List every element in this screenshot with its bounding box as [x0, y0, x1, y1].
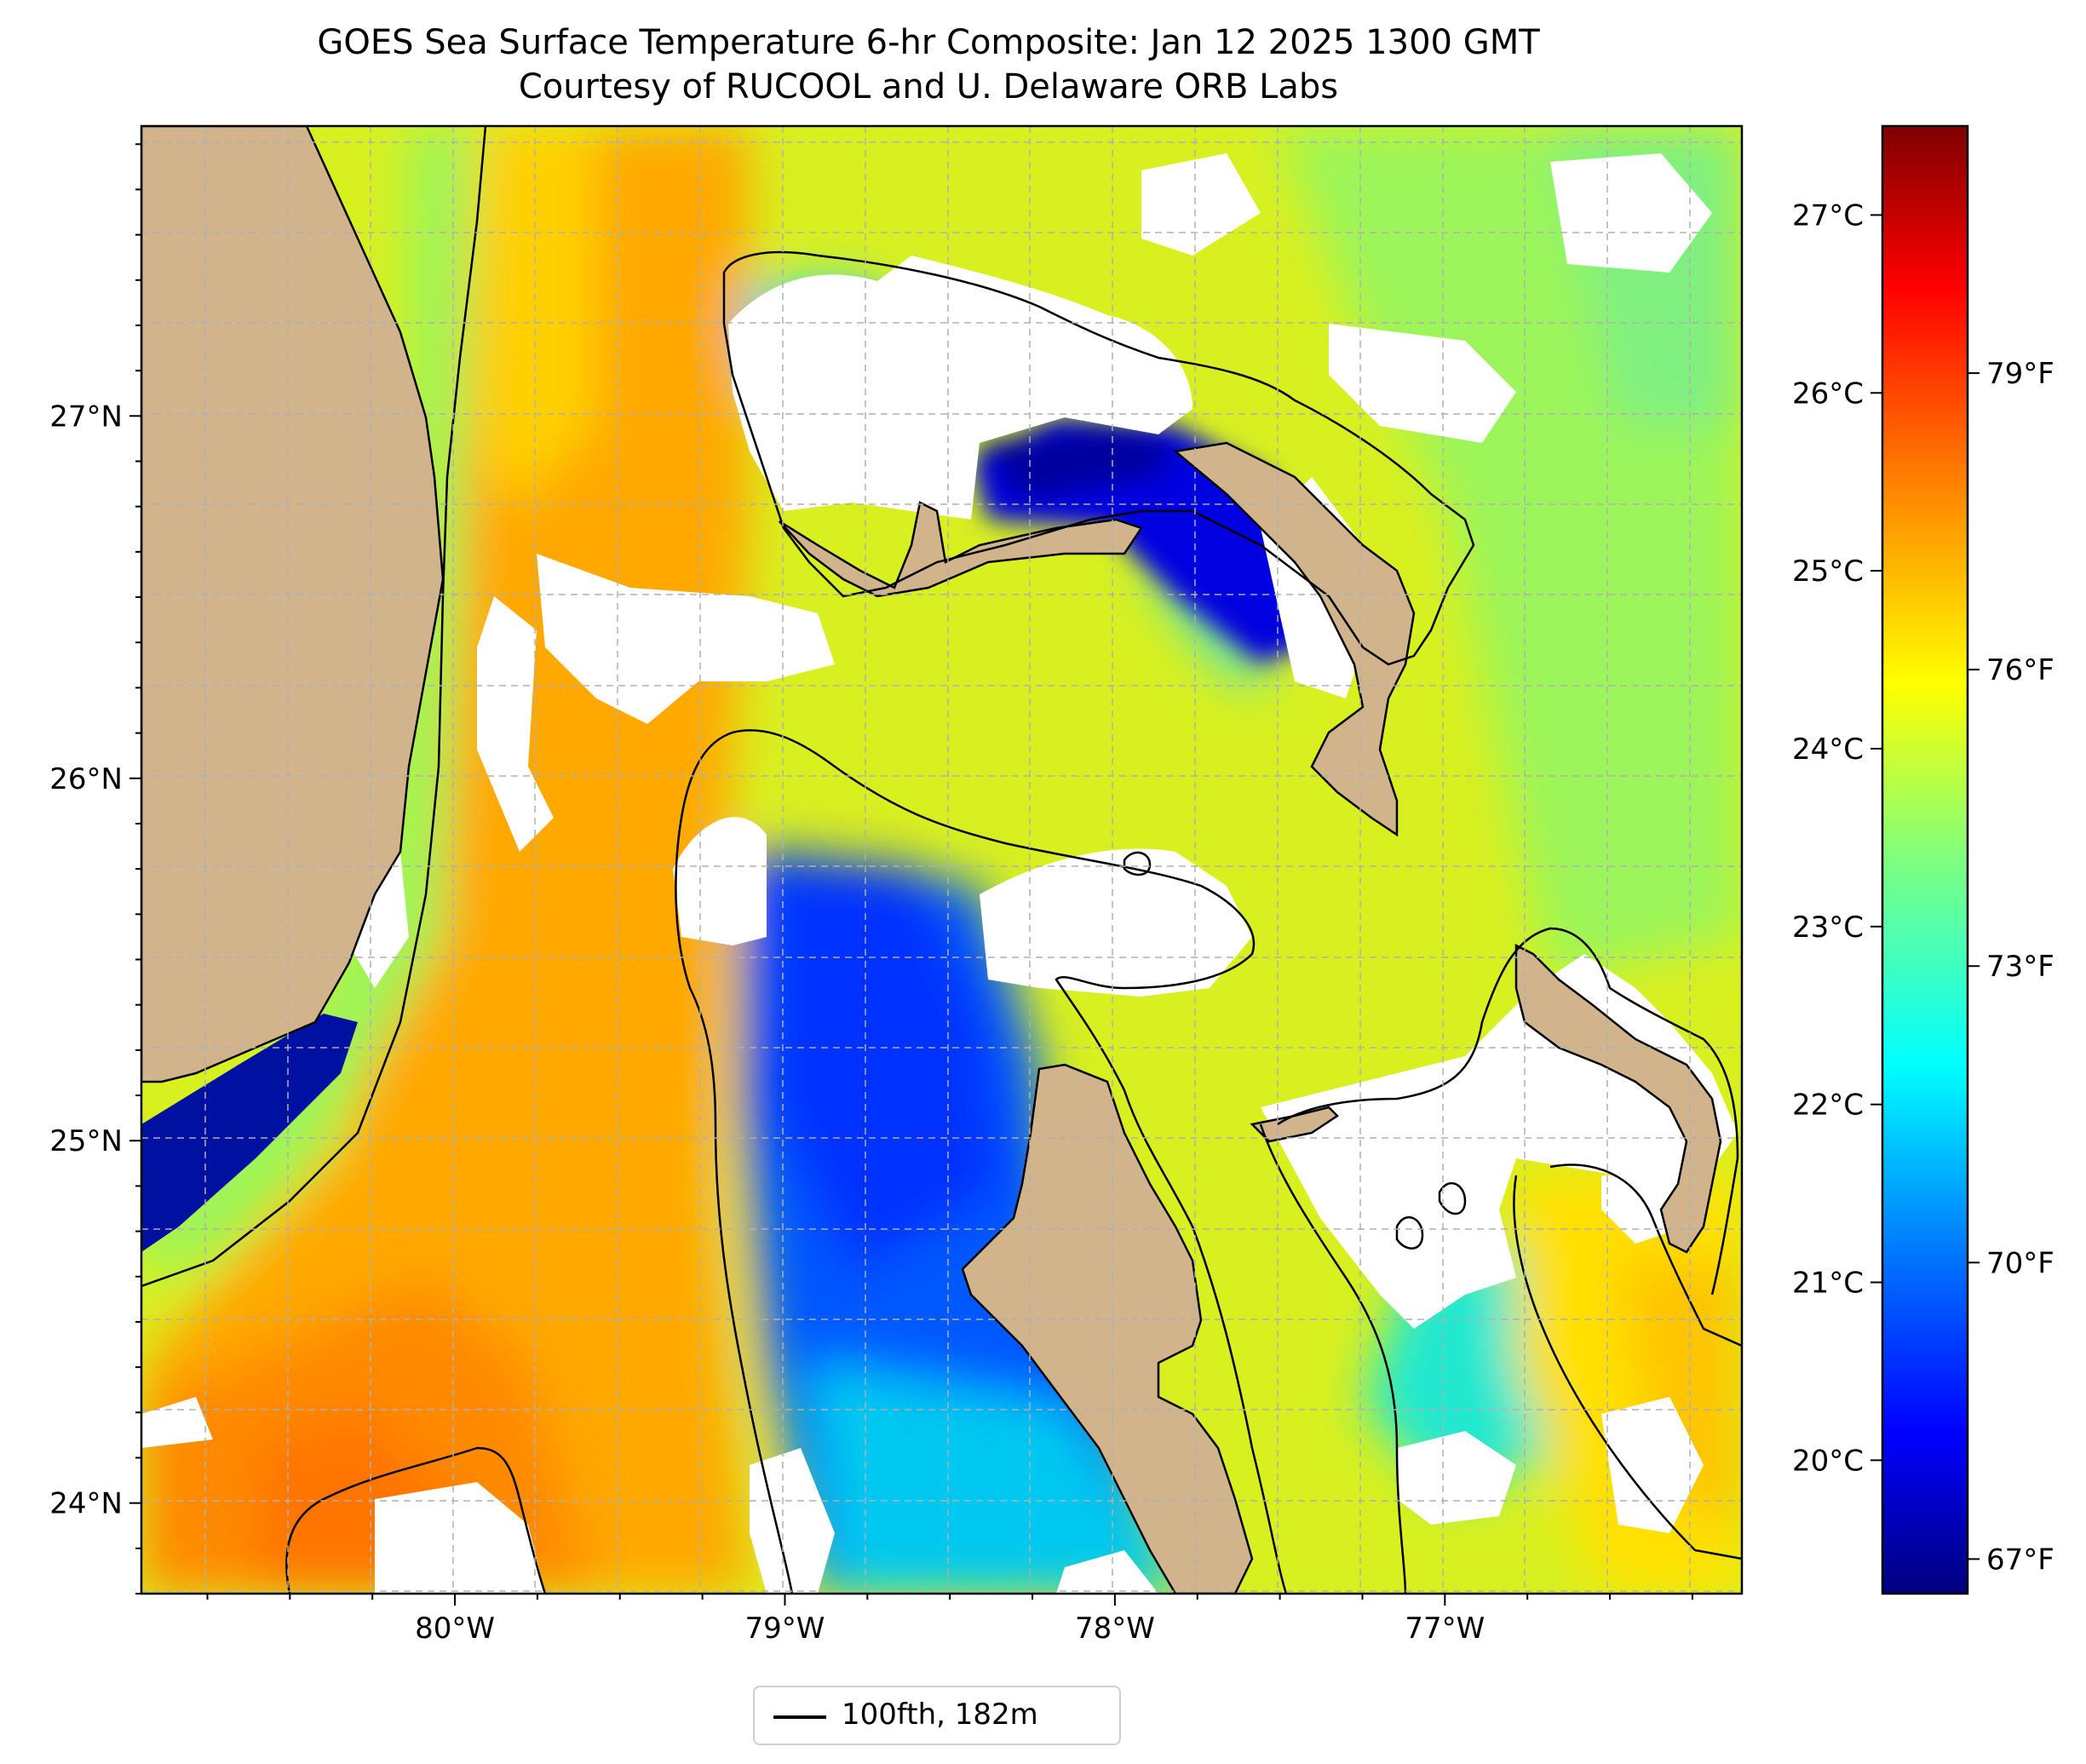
celsius-tick-label: 24°C — [1792, 733, 1864, 767]
legend: 100fth, 182m — [753, 1686, 1121, 1745]
legend-contour-swatch — [773, 1715, 826, 1719]
figure-title-line1: GOES Sea Surface Temperature 6-hr Compos… — [317, 23, 1540, 62]
lat-tick-label: 24°N — [49, 1487, 123, 1521]
land — [141, 126, 1722, 1594]
colorbar — [1881, 124, 1969, 1595]
isobath-100fth — [141, 126, 1742, 1594]
fahrenheit-tick-label: 67°F — [1986, 1543, 2054, 1577]
lat-tick-label: 27°N — [49, 399, 123, 434]
lat-tick-label: 26°N — [49, 762, 123, 796]
legend-label: 100fth, 182m — [842, 1698, 1038, 1732]
florida-land — [141, 126, 445, 1083]
celsius-tick-label: 22°C — [1792, 1089, 1864, 1123]
celsius-tick-label: 27°C — [1792, 198, 1864, 233]
map-frame — [140, 124, 1744, 1595]
gridlines — [141, 126, 1742, 1594]
andros-land — [961, 1063, 1254, 1594]
celsius-tick-label: 25°C — [1792, 554, 1864, 589]
fahrenheit-tick-label: 79°F — [1986, 357, 2054, 391]
lat-tick-label: 25°N — [49, 1124, 123, 1158]
figure-title-line2: Courtesy of RUCOOL and U. Delaware ORB L… — [518, 67, 1339, 106]
celsius-tick-label: 20°C — [1792, 1444, 1864, 1478]
colorbar-labels: 20°C 21°C 22°C 23°C 24°C 25°C 26°C 27°C 67°F 70°F… — [1792, 198, 2054, 1577]
celsius-tick-label: 23°C — [1792, 911, 1864, 945]
sst-map — [141, 126, 1742, 1594]
lon-tick-label: 77°W — [1405, 1612, 1485, 1646]
map-axis-labels: 80°W 79°W 78°W 77°W 24°N 25°N 26°N 27°N — [49, 399, 1485, 1646]
eleuthera-land — [1514, 943, 1722, 1254]
cold-coastal-strip — [141, 1014, 358, 1252]
fahrenheit-tick-label: 73°F — [1986, 950, 2054, 984]
map-axis-ticks — [129, 143, 1693, 1606]
celsius-tick-label: 21°C — [1792, 1267, 1864, 1301]
celsius-tick-label: 26°C — [1792, 376, 1864, 411]
abaco-land — [1173, 441, 1416, 837]
lon-tick-label: 79°W — [745, 1612, 825, 1646]
fahrenheit-tick-label: 76°F — [1986, 653, 2054, 687]
fahrenheit-tick-label: 70°F — [1986, 1246, 2054, 1280]
colorbar-ticks — [1871, 214, 1980, 1560]
lon-tick-label: 78°W — [1075, 1612, 1155, 1646]
lon-tick-label: 80°W — [415, 1612, 495, 1646]
